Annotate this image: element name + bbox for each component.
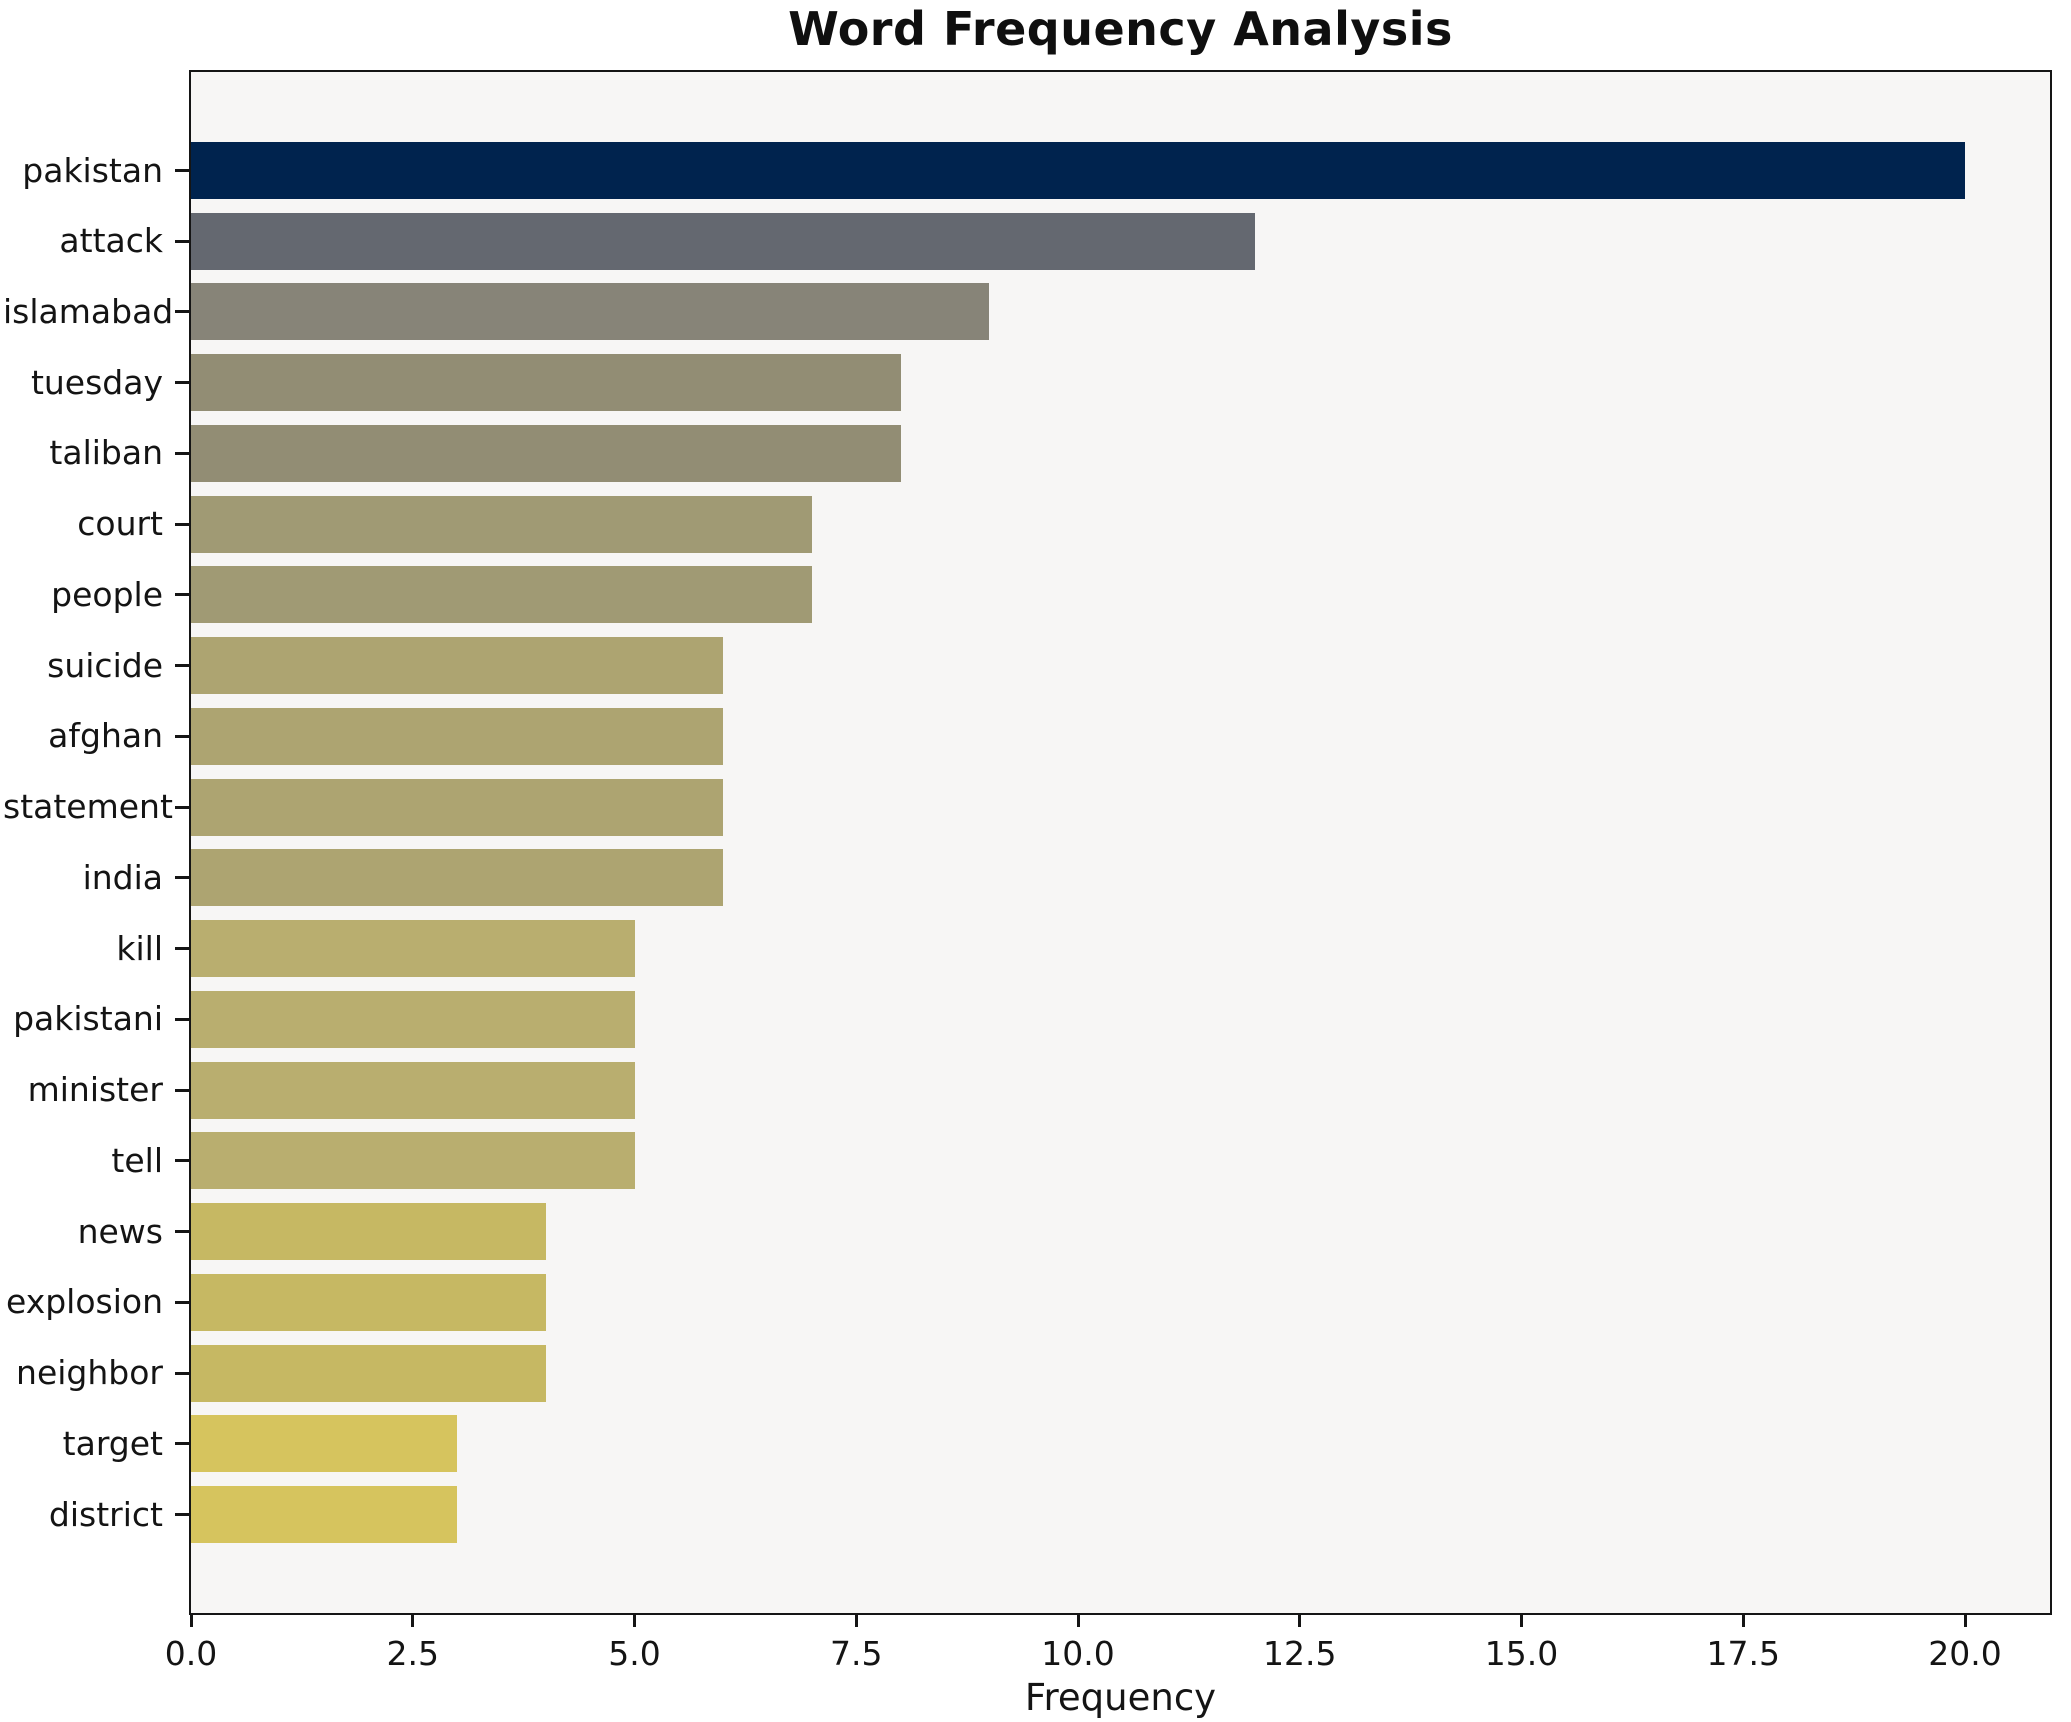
y-tick-label-afghan: afghan bbox=[48, 716, 163, 756]
y-tick-label-neighbor: neighbor bbox=[16, 1353, 163, 1393]
bar-tuesday bbox=[191, 354, 901, 412]
y-tick-mark bbox=[175, 593, 189, 597]
y-tick-mark bbox=[175, 1017, 189, 1021]
bar-minister bbox=[191, 1061, 635, 1119]
x-tick-mark bbox=[1298, 1613, 1302, 1627]
x-tick-label-10.0: 10.0 bbox=[1041, 1634, 1115, 1673]
y-tick-label-pakistan: pakistan bbox=[22, 150, 163, 190]
bar-india bbox=[191, 849, 724, 907]
x-tick-label-12.5: 12.5 bbox=[1263, 1634, 1337, 1673]
bar-suicide bbox=[191, 637, 724, 695]
y-tick-mark bbox=[175, 169, 189, 172]
y-tick-mark bbox=[175, 734, 189, 738]
y-tick-label-suicide: suicide bbox=[47, 645, 163, 685]
y-tick-label-district: district bbox=[48, 1494, 163, 1534]
x-tick-mark bbox=[854, 1613, 858, 1627]
bar-islamabad bbox=[191, 283, 990, 341]
x-tick-label-2.5: 2.5 bbox=[386, 1634, 439, 1673]
x-tick-mark bbox=[633, 1613, 636, 1627]
y-tick-mark bbox=[175, 664, 189, 668]
x-tick-label-0.0: 0.0 bbox=[164, 1634, 218, 1673]
bar-attack bbox=[191, 212, 1256, 270]
x-tick-label-7.5: 7.5 bbox=[830, 1634, 883, 1673]
bar-statement bbox=[191, 778, 724, 836]
y-tick-mark bbox=[175, 1371, 189, 1375]
y-tick-label-news: news bbox=[77, 1211, 163, 1251]
bar-afghan bbox=[191, 707, 724, 765]
bar-explosion bbox=[191, 1273, 546, 1331]
x-tick-mark bbox=[1520, 1613, 1523, 1627]
bar-neighbor bbox=[191, 1344, 546, 1402]
bar-taliban bbox=[191, 424, 901, 482]
x-tick-mark bbox=[1963, 1613, 1967, 1627]
y-tick-mark bbox=[175, 805, 189, 809]
x-tick-label-15.0: 15.0 bbox=[1484, 1634, 1559, 1673]
y-tick-mark bbox=[175, 947, 189, 951]
y-tick-label-islamabad: islamabad bbox=[3, 291, 174, 331]
x-tick-label-17.5: 17.5 bbox=[1706, 1634, 1780, 1673]
x-tick-mark bbox=[1741, 1613, 1745, 1627]
y-tick-label-explosion: explosion bbox=[5, 1282, 163, 1322]
y-tick-label-tuesday: tuesday bbox=[30, 362, 163, 402]
y-tick-label-taliban: taliban bbox=[49, 433, 163, 473]
y-tick-mark bbox=[175, 1300, 189, 1304]
y-tick-mark bbox=[175, 876, 189, 880]
y-tick-mark bbox=[175, 310, 189, 314]
y-tick-label-statement: statement bbox=[3, 787, 173, 827]
y-tick-mark bbox=[175, 1159, 189, 1163]
bar-people bbox=[191, 566, 812, 624]
bar-pakistani bbox=[191, 990, 635, 1048]
x-tick-mark bbox=[411, 1613, 415, 1627]
x-tick-mark bbox=[189, 1613, 193, 1627]
y-tick-label-attack: attack bbox=[59, 221, 163, 261]
y-tick-mark bbox=[175, 1230, 189, 1234]
x-tick-label-20.0: 20.0 bbox=[1928, 1634, 2002, 1673]
plot-area bbox=[189, 70, 2052, 1615]
x-tick-mark bbox=[1076, 1613, 1080, 1627]
y-tick-label-target: target bbox=[62, 1423, 163, 1463]
y-tick-mark bbox=[175, 451, 189, 455]
y-tick-mark bbox=[175, 1513, 189, 1516]
y-tick-mark bbox=[175, 239, 189, 243]
y-tick-label-minister: minister bbox=[27, 1070, 163, 1110]
bar-court bbox=[191, 495, 812, 553]
x-axis-label: Frequency bbox=[1024, 1676, 1217, 1719]
y-tick-label-kill: kill bbox=[116, 928, 163, 968]
y-tick-mark bbox=[175, 1088, 189, 1092]
y-tick-label-tell: tell bbox=[111, 1140, 163, 1180]
bar-kill bbox=[191, 920, 635, 978]
y-tick-label-pakistani: pakistani bbox=[13, 999, 163, 1039]
y-tick-label-india: india bbox=[82, 857, 163, 897]
y-tick-label-court: court bbox=[77, 504, 163, 544]
bar-pakistan bbox=[191, 142, 1965, 199]
y-tick-mark bbox=[175, 381, 189, 385]
y-tick-label-people: people bbox=[51, 574, 163, 614]
chart-title: Word Frequency Analysis bbox=[788, 2, 1453, 56]
y-tick-mark bbox=[175, 522, 189, 526]
bar-target bbox=[191, 1415, 458, 1473]
x-tick-label-5.0: 5.0 bbox=[608, 1634, 661, 1673]
y-tick-mark bbox=[175, 1442, 189, 1446]
bar-news bbox=[191, 1203, 546, 1261]
bar-tell bbox=[191, 1132, 635, 1190]
bar-district bbox=[191, 1486, 458, 1543]
